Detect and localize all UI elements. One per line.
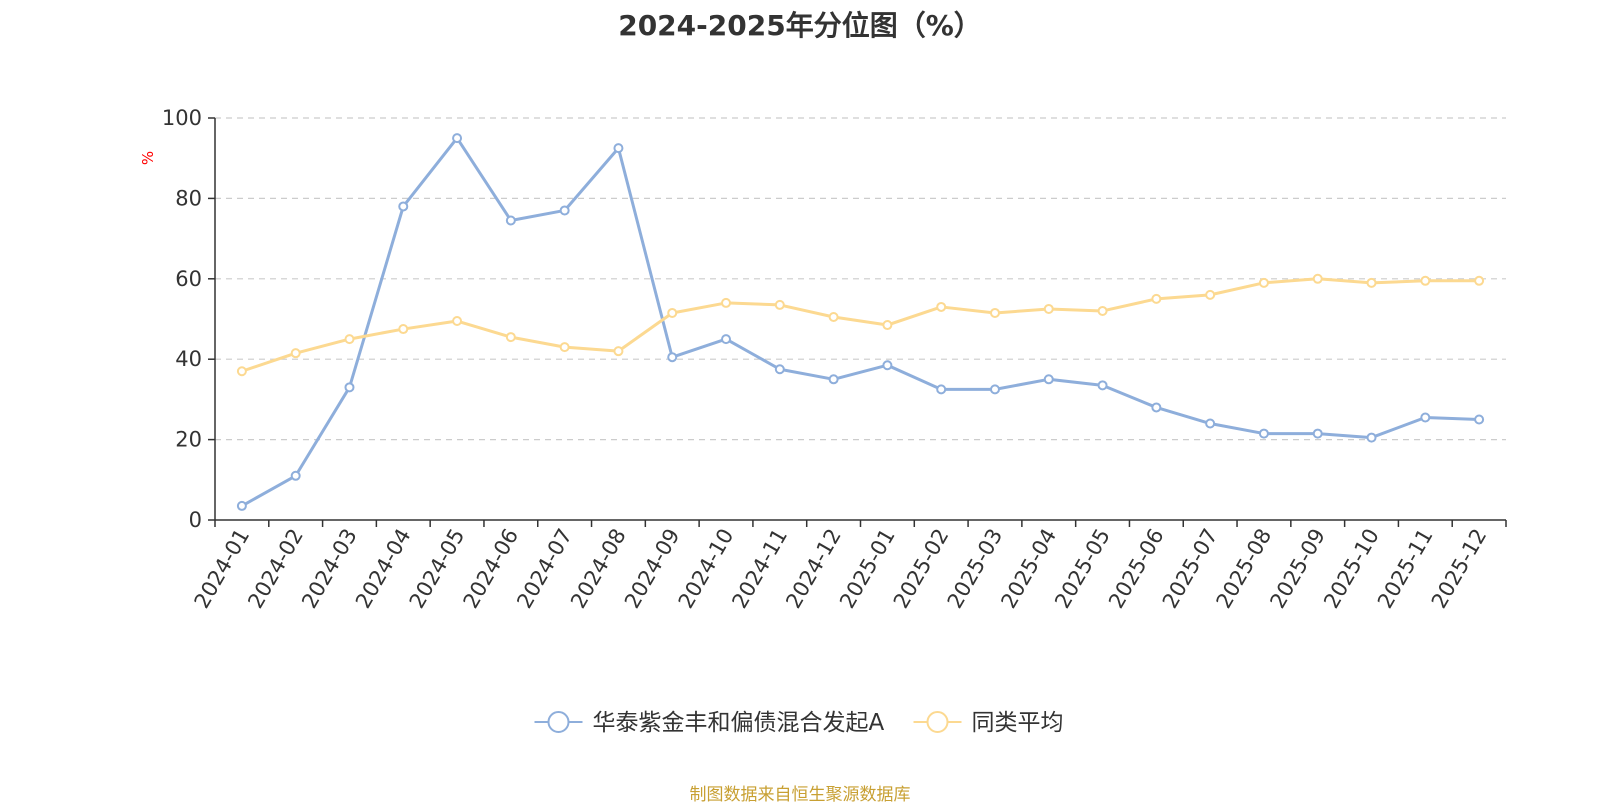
series-line-1	[241, 136, 1480, 508]
y-axis-label: %	[139, 151, 157, 165]
chart-title: 2024-2025年分位图（%）	[618, 9, 982, 42]
data-point	[290, 470, 301, 481]
data-point	[721, 334, 732, 345]
data-point	[236, 366, 247, 377]
data-point	[828, 311, 839, 322]
data-point	[1420, 275, 1431, 286]
data-point	[774, 364, 785, 375]
y-tick-label: 60	[175, 267, 202, 291]
data-point	[1205, 418, 1216, 429]
source-note: 制图数据来自恒生聚源数据库	[689, 785, 911, 805]
data-point	[559, 205, 570, 216]
legend-swatch-marker	[926, 711, 949, 733]
data-point	[1474, 275, 1485, 286]
data-point	[613, 143, 624, 154]
data-point	[989, 307, 1000, 318]
data-point	[1312, 273, 1323, 284]
data-point	[559, 342, 570, 353]
data-point	[290, 348, 301, 359]
data-point	[1312, 428, 1323, 439]
data-point	[1043, 303, 1054, 314]
data-point	[828, 374, 839, 385]
data-point	[613, 346, 624, 357]
data-point	[1420, 412, 1431, 423]
data-point	[1097, 380, 1108, 391]
data-point	[398, 201, 409, 212]
series-line-2	[241, 277, 1480, 373]
data-point	[452, 316, 463, 327]
data-point	[1366, 277, 1377, 288]
data-point	[344, 334, 355, 345]
data-point	[1366, 432, 1377, 443]
y-tick-label: 20	[175, 428, 202, 452]
data-point	[774, 299, 785, 310]
data-point	[1474, 414, 1485, 425]
data-point	[1258, 428, 1269, 439]
y-tick-label: 100	[162, 106, 202, 130]
legend-label-2: 同类平均	[972, 710, 1064, 736]
y-tick-label: 0	[189, 508, 202, 532]
y-tick-label: 40	[175, 347, 202, 371]
y-tick-label: 80	[175, 186, 202, 210]
data-point	[936, 301, 947, 312]
legend-label-1: 华泰紫金丰和偏债混合发起A	[593, 710, 885, 736]
data-point	[452, 133, 463, 144]
data-point	[398, 324, 409, 335]
data-point	[1205, 289, 1216, 300]
data-point	[667, 352, 678, 363]
data-point	[882, 320, 893, 331]
data-point	[236, 500, 247, 511]
data-point	[882, 360, 893, 371]
data-point	[1151, 402, 1162, 413]
data-point	[1097, 305, 1108, 316]
data-point	[667, 307, 678, 318]
data-point	[1043, 374, 1054, 385]
data-point	[1258, 277, 1269, 288]
data-point	[721, 297, 732, 308]
data-point	[505, 215, 516, 226]
data-point	[1151, 293, 1162, 304]
data-point	[505, 332, 516, 343]
data-point	[936, 384, 947, 395]
data-point	[989, 384, 1000, 395]
legend-swatch-marker	[547, 711, 570, 733]
data-point	[344, 382, 355, 393]
